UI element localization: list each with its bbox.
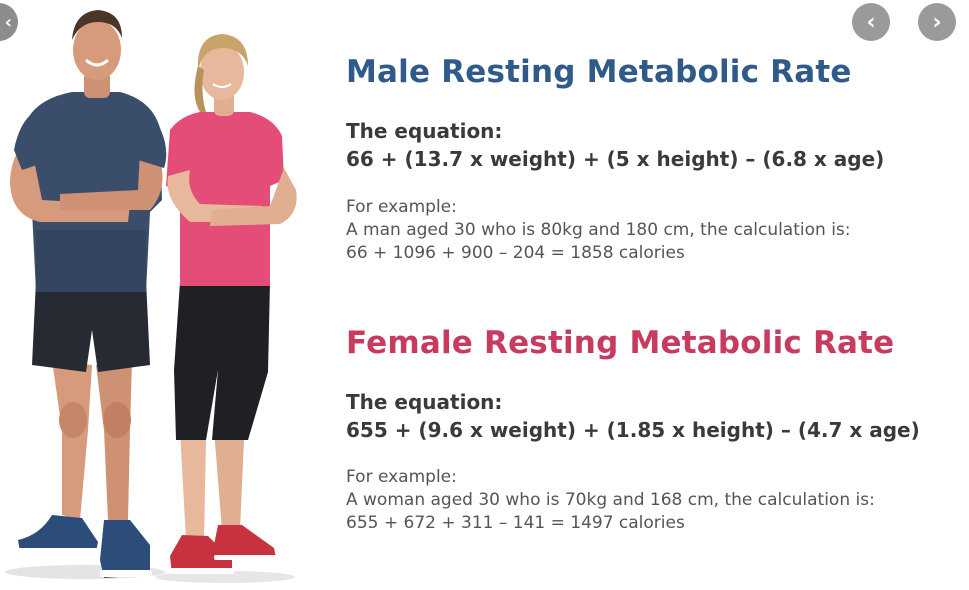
- next-slide-button[interactable]: ›: [918, 3, 956, 41]
- male-example-description: A man aged 30 who is 80kg and 180 cm, th…: [346, 220, 851, 240]
- male-equation-label: The equation:: [346, 119, 503, 143]
- female-example: For example: A woman aged 30 who is 70kg…: [346, 466, 875, 535]
- male-example-label: For example:: [346, 197, 457, 217]
- female-example-label: For example:: [346, 467, 457, 487]
- chevron-left-icon: ‹: [866, 9, 876, 35]
- female-equation: 655 + (9.6 x weight) + (1.85 x height) –…: [346, 418, 920, 442]
- female-example-calculation: 655 + 672 + 311 – 141 = 1497 calories: [346, 513, 685, 533]
- previous-slide-button[interactable]: ‹: [852, 3, 890, 41]
- male-example-calculation: 66 + 1096 + 900 – 204 = 1858 calories: [346, 243, 685, 263]
- female-rmr-title: Female Resting Metabolic Rate: [346, 325, 895, 361]
- chevron-right-icon: ›: [932, 9, 942, 35]
- male-example: For example: A man aged 30 who is 80kg a…: [346, 196, 851, 265]
- chevron-left-icon: ‹: [4, 11, 12, 33]
- female-equation-label: The equation:: [346, 390, 503, 414]
- female-example-description: A woman aged 30 who is 70kg and 168 cm, …: [346, 490, 875, 510]
- male-rmr-title: Male Resting Metabolic Rate: [346, 54, 852, 90]
- man-and-woman-photo: [5, 10, 297, 583]
- edge-prev-button[interactable]: ‹: [0, 3, 18, 41]
- male-equation: 66 + (13.7 x weight) + (5 x height) – (6…: [346, 147, 885, 171]
